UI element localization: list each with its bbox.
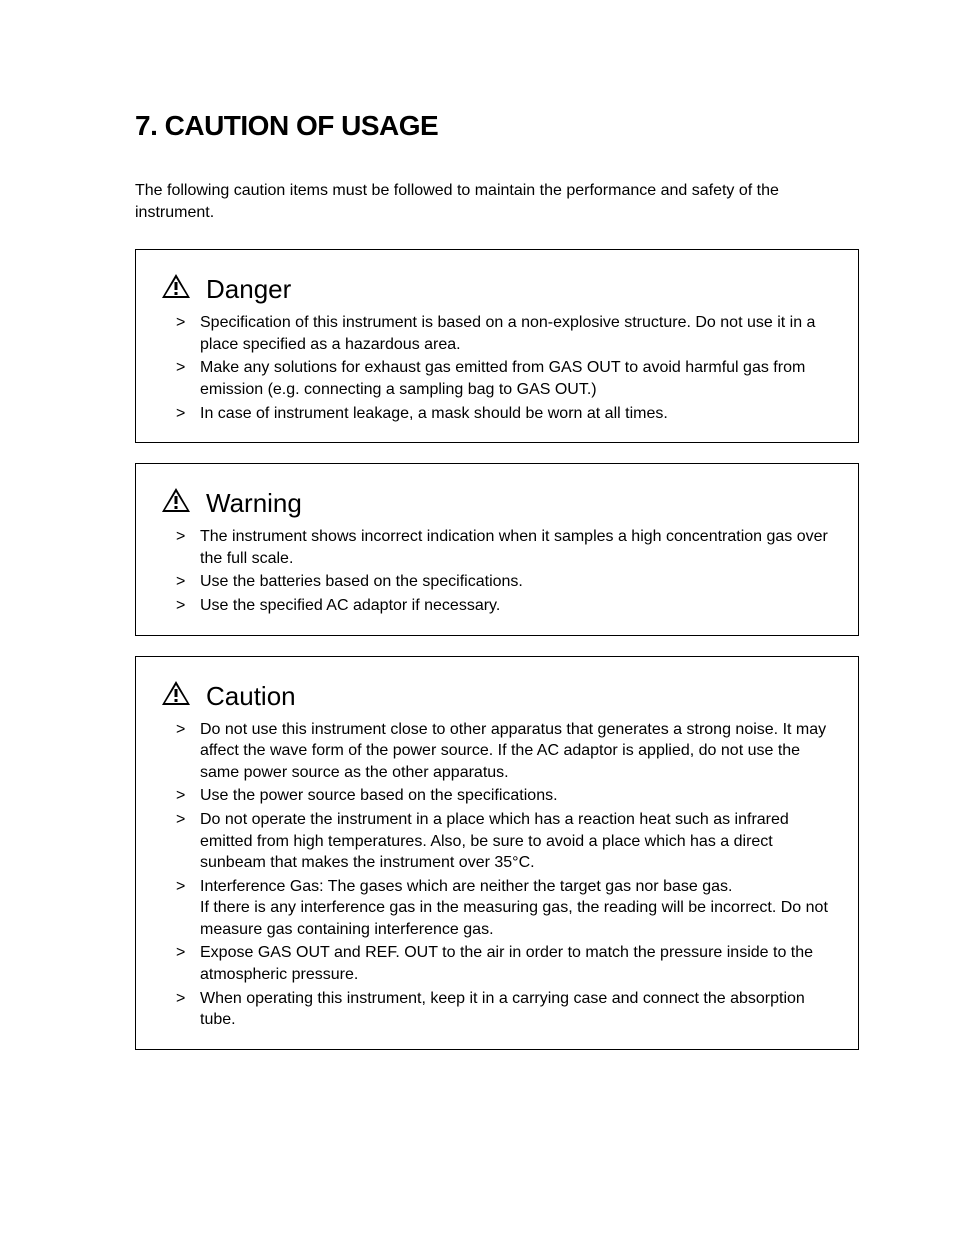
list-item: The instrument shows incorrect indicatio… — [176, 526, 840, 569]
warning-icon — [160, 679, 192, 707]
sections-container: Danger Specification of this instrument i… — [135, 249, 859, 1050]
list-item: In case of instrument leakage, a mask sh… — [176, 403, 840, 425]
box-title: Caution — [206, 683, 296, 709]
list-item: Do not operate the instrument in a place… — [176, 809, 840, 874]
caution-box-warning: Warning The instrument shows incorrect in… — [135, 463, 859, 635]
bullet-list: Specification of this instrument is base… — [154, 312, 840, 424]
caution-box-danger: Danger Specification of this instrument i… — [135, 249, 859, 443]
bullet-list: Do not use this instrument close to othe… — [154, 719, 840, 1031]
list-item: Use the batteries based on the specifica… — [176, 571, 840, 593]
caution-box-caution: Caution Do not use this instrument close … — [135, 656, 859, 1050]
warning-icon — [160, 486, 192, 514]
list-item: Use the power source based on the specif… — [176, 785, 840, 807]
box-title: Danger — [206, 276, 291, 302]
box-header: Danger — [160, 274, 840, 302]
list-item: Specification of this instrument is base… — [176, 312, 840, 355]
box-header: Caution — [160, 681, 840, 709]
list-item: Do not use this instrument close to othe… — [176, 719, 840, 784]
list-item: Expose GAS OUT and REF. OUT to the air i… — [176, 942, 840, 985]
list-item: When operating this instrument, keep it … — [176, 988, 840, 1031]
box-header: Warning — [160, 488, 840, 516]
list-item: Use the specified AC adaptor if necessar… — [176, 595, 840, 617]
list-item: Make any solutions for exhaust gas emitt… — [176, 357, 840, 400]
list-item: Interference Gas: The gases which are ne… — [176, 876, 840, 941]
page-title: 7. CAUTION OF USAGE — [135, 110, 859, 142]
bullet-list: The instrument shows incorrect indicatio… — [154, 526, 840, 616]
box-title: Warning — [206, 490, 302, 516]
intro-paragraph: The following caution items must be foll… — [135, 180, 859, 223]
warning-icon — [160, 272, 192, 300]
